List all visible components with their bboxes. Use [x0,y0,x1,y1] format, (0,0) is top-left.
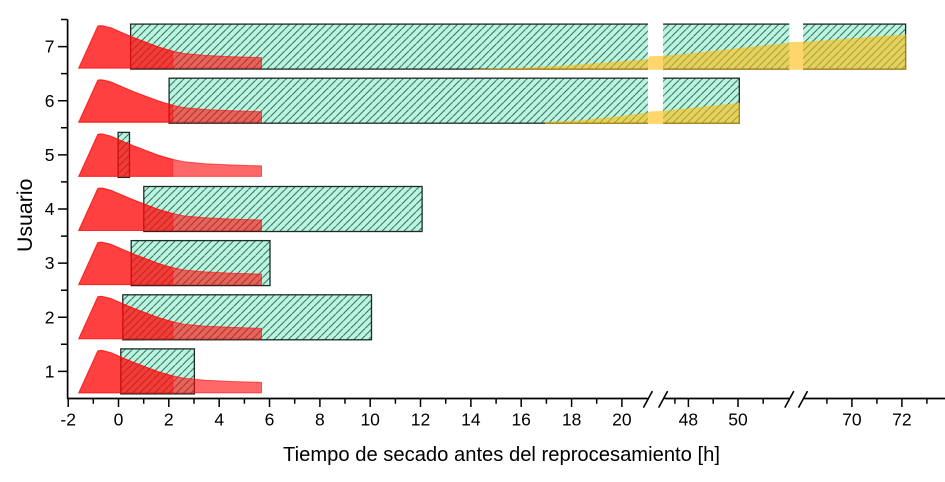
svg-text:1: 1 [45,362,55,382]
svg-text:50: 50 [728,410,748,430]
svg-text:70: 70 [842,410,862,430]
svg-text:2: 2 [45,307,55,327]
svg-text:14: 14 [461,410,481,430]
svg-text:16: 16 [511,410,530,430]
svg-text:Usuario: Usuario [13,179,37,252]
svg-text:Tiempo de secado antes del rep: Tiempo de secado antes del reprocesamien… [283,444,720,466]
svg-text:2: 2 [164,410,174,430]
svg-text:18: 18 [562,410,581,430]
svg-text:7: 7 [45,37,55,57]
svg-text:12: 12 [411,410,430,430]
svg-text:6: 6 [265,410,275,430]
svg-text:6: 6 [45,91,55,111]
svg-text:48: 48 [679,410,698,430]
svg-text:10: 10 [360,410,380,430]
svg-text:-2: -2 [60,410,76,430]
svg-text:20: 20 [612,410,632,430]
svg-text:72: 72 [892,410,911,430]
svg-text:8: 8 [315,410,325,430]
svg-text:0: 0 [114,410,124,430]
svg-text:3: 3 [45,253,55,273]
svg-text:4: 4 [45,199,55,219]
svg-text:4: 4 [214,410,224,430]
svg-text:5: 5 [45,145,55,165]
